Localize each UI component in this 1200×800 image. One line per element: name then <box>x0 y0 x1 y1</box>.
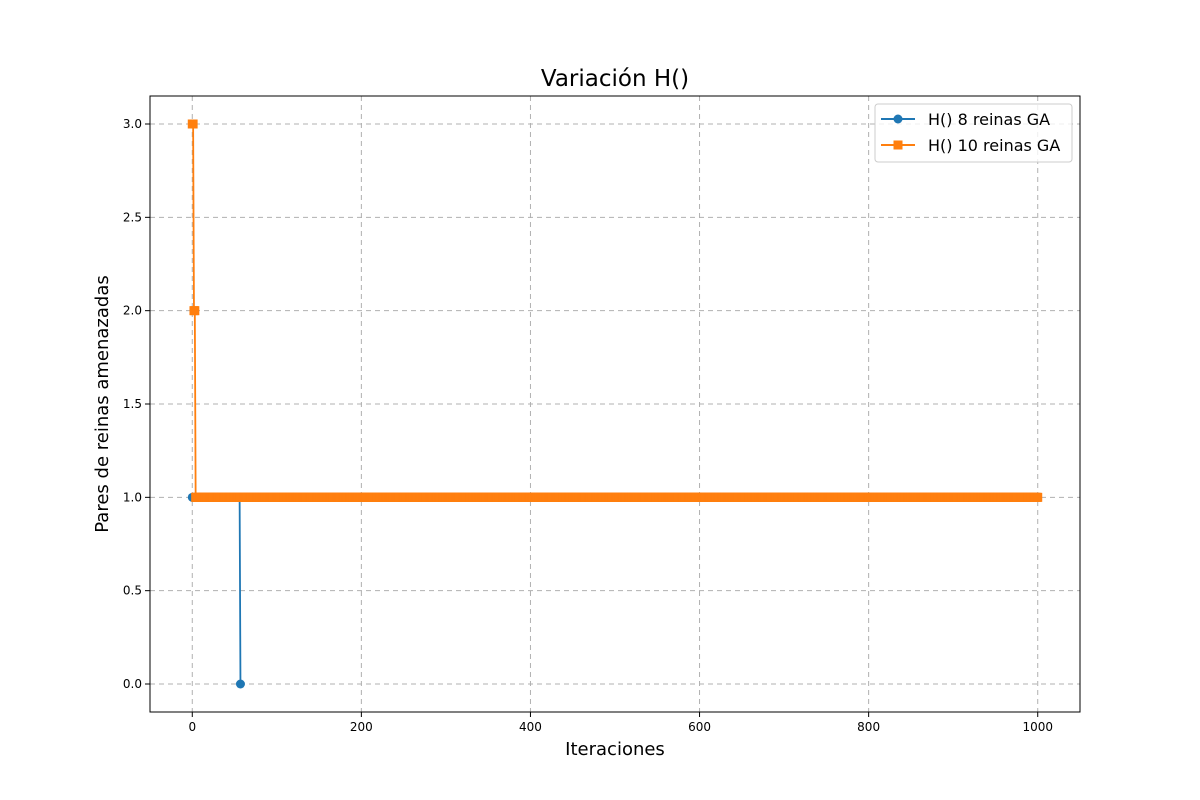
x-tick-label: 0 <box>188 720 196 734</box>
legend-label-8-reinas: H() 8 reinas GA <box>928 110 1050 129</box>
legend-marker-10-reinas <box>893 140 903 150</box>
legend-marker-8-reinas <box>893 114 903 124</box>
y-tick-label: 2.0 <box>123 304 142 318</box>
y-tick-label: 0.0 <box>123 677 142 691</box>
x-tick-label: 200 <box>350 720 373 734</box>
x-tick-label: 400 <box>519 720 542 734</box>
x-tick-label: 1000 <box>1022 720 1053 734</box>
data-point-8-reinas <box>235 679 245 689</box>
legend: H() 8 reinas GA H() 10 reinas GA <box>874 103 1073 163</box>
data-point-10-reinas <box>188 119 198 129</box>
legend-box <box>874 103 1073 163</box>
chart-title: Variación H() <box>541 66 689 92</box>
x-tick-label: 800 <box>857 720 880 734</box>
y-tick-label: 3.0 <box>123 117 142 131</box>
y-tick-label: 1.5 <box>123 397 142 411</box>
grid-layer <box>150 96 1080 712</box>
x-tick-label: 600 <box>688 720 711 734</box>
x-axis-title: Iteraciones <box>565 739 665 760</box>
data-point-10-reinas <box>190 306 200 316</box>
series-layer <box>187 119 1043 689</box>
y-tick-label: 1.0 <box>123 490 142 504</box>
axis-layer: 0 200 400 600 800 1000 0.0 0.5 1.0 1.5 2.0 2.5 3.0 <box>123 117 1053 734</box>
y-axis-title: Pares de reinas amenazadas <box>92 275 113 532</box>
legend-label-10-reinas: H() 10 reinas GA <box>928 136 1060 155</box>
y-tick-label: 0.5 <box>123 584 142 598</box>
data-point-10-reinas <box>1033 492 1043 502</box>
y-tick-label: 2.5 <box>123 210 142 224</box>
